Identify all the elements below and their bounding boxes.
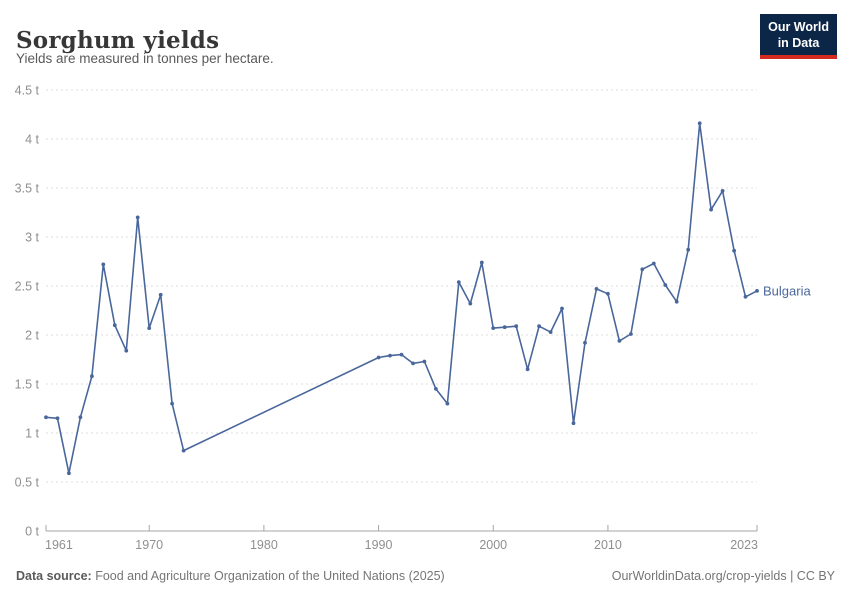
y-tick-label: 3 t <box>25 231 39 245</box>
data-point <box>422 359 427 364</box>
data-point <box>537 324 541 329</box>
data-point <box>560 306 564 311</box>
y-tick-label: 4.5 t <box>15 84 40 98</box>
y-tick-label: 0.5 t <box>15 476 40 490</box>
data-point <box>90 374 94 379</box>
data-point <box>147 326 152 330</box>
data-point <box>124 348 129 353</box>
data-point <box>101 262 106 267</box>
owid-logo[interactable]: Our World in Data <box>760 14 837 59</box>
data-source-text: Food and Agriculture Organization of the… <box>91 569 445 583</box>
y-tick-label: 2 t <box>25 329 39 343</box>
data-point <box>502 325 507 330</box>
data-source-label: Data source: <box>16 569 92 583</box>
data-point <box>640 267 645 272</box>
credit-link[interactable]: OurWorldinData.org/crop-yields <box>611 569 787 583</box>
x-tick-label: 1970 <box>135 538 163 552</box>
data-point <box>606 291 610 296</box>
owid-logo-line2: in Data <box>777 36 820 50</box>
y-tick-label: 3.5 t <box>15 182 40 196</box>
data-point <box>720 189 725 193</box>
x-tick-label: 1980 <box>250 538 278 552</box>
data-point <box>44 415 48 420</box>
data-point <box>399 352 404 357</box>
x-tick-label: 1961 <box>45 538 73 552</box>
data-point <box>445 401 450 406</box>
data-point <box>548 330 553 334</box>
data-point <box>583 340 587 345</box>
credit-line: OurWorldinData.org/crop-yields | CC BY <box>612 569 835 583</box>
data-point <box>181 448 186 453</box>
data-point <box>434 387 438 391</box>
data-point <box>376 355 381 360</box>
data-point <box>514 324 519 329</box>
line-series-bulgaria[interactable] <box>45 122 758 474</box>
page-title: Sorghum yields <box>16 27 220 55</box>
data-point <box>571 421 576 426</box>
data-point <box>479 260 484 265</box>
y-tick-label: 1.5 t <box>15 378 40 392</box>
data-point <box>674 299 679 304</box>
y-tick-label: 4 t <box>25 133 39 147</box>
data-point <box>617 339 622 343</box>
data-point <box>697 121 702 126</box>
data-point <box>743 294 748 299</box>
y-tick-label: 0 t <box>25 525 39 539</box>
data-point <box>594 287 599 291</box>
data-point <box>158 292 163 297</box>
data-point <box>411 361 415 366</box>
data-point <box>525 367 530 372</box>
data-point <box>78 415 83 420</box>
data-point <box>629 332 633 336</box>
chart-subtitle: Yields are measured in tonnes per hectar… <box>16 51 274 66</box>
data-point <box>709 207 713 212</box>
data-point <box>755 289 759 293</box>
data-point <box>388 353 392 358</box>
data-point <box>112 323 117 328</box>
y-tick-label: 2.5 t <box>15 280 40 294</box>
data-point <box>663 283 668 287</box>
data-point <box>135 215 140 220</box>
credit-license: | CC BY <box>786 569 835 583</box>
data-point <box>456 280 461 284</box>
x-tick-label: 2010 <box>594 538 622 552</box>
data-point <box>732 248 736 253</box>
x-tick-label: 1990 <box>365 538 393 552</box>
data-source-note: Data source: Food and Agriculture Organi… <box>16 569 445 583</box>
data-point <box>686 247 691 252</box>
data-point <box>468 301 473 306</box>
y-tick-label: 1 t <box>25 427 39 441</box>
data-point <box>55 416 60 421</box>
data-point <box>67 471 71 476</box>
data-point <box>651 261 656 266</box>
x-tick-label: 2023 <box>730 538 758 552</box>
data-point <box>170 401 175 406</box>
data-point <box>491 326 496 330</box>
owid-logo-line1: Our World <box>768 20 829 34</box>
x-tick-label: 2000 <box>479 538 507 552</box>
series-end-label[interactable]: Bulgaria <box>763 283 811 298</box>
